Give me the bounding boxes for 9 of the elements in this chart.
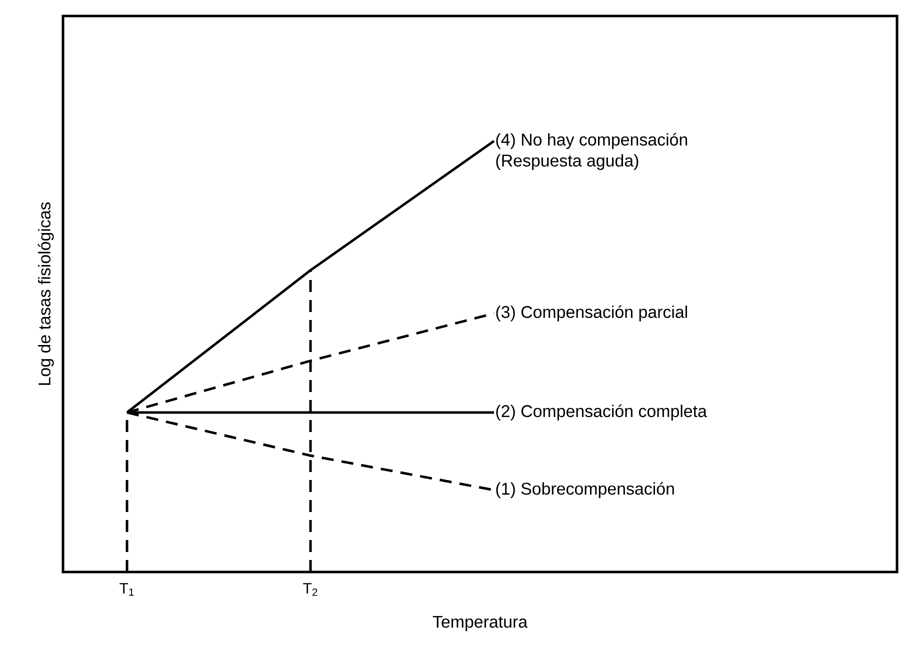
text: (Respuesta aguda) — [496, 154, 638, 170]
series-label: (3) Compensación parcial — [496, 305, 687, 322]
y-axis-title: Log de tasas fisiológicas — [38, 202, 54, 385]
series-label: (4) No hay compensación — [496, 132, 688, 149]
x-tick-label: T$_{1}$ — [120, 583, 134, 596]
series-label: (1) Sobrecompensación — [496, 482, 674, 498]
x-tick-label: T$_{2}$ — [303, 583, 318, 596]
series-label: (2) Compensación completa — [496, 404, 707, 421]
x-axis-title: Temperatura — [432, 616, 528, 632]
